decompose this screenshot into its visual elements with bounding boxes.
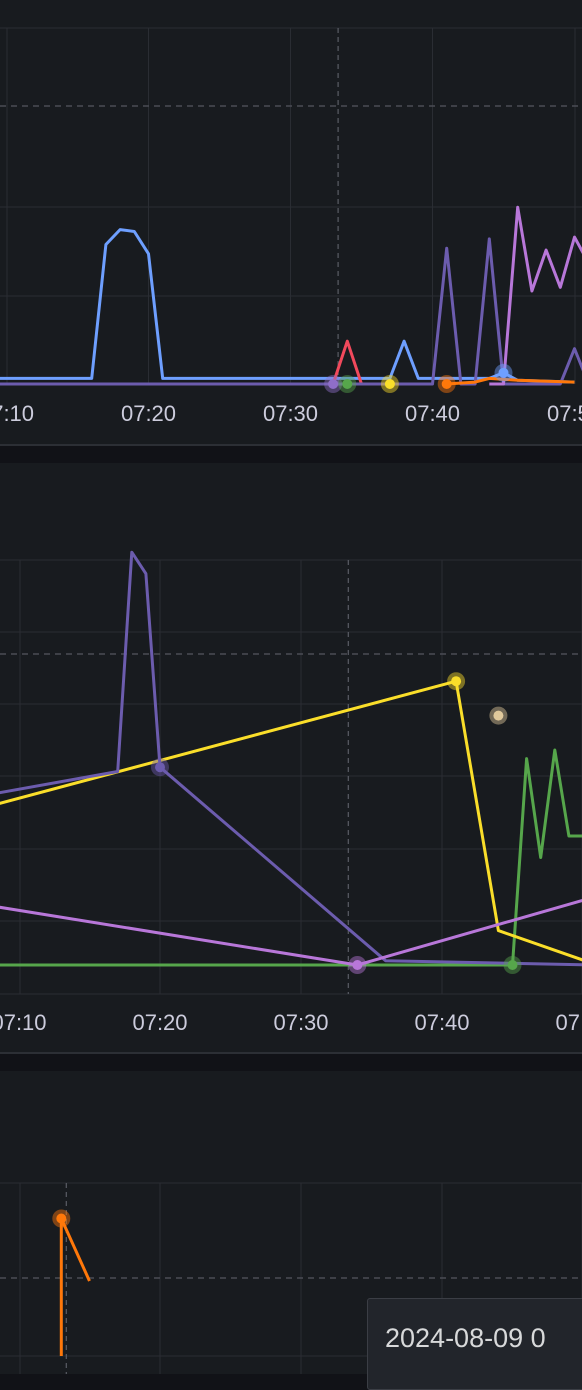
grid bbox=[0, 28, 582, 384]
hover-point bbox=[493, 711, 503, 721]
panel-1: 07:10 07:20 07:30 07:40 07:50 bbox=[0, 0, 582, 446]
series-line-orange bbox=[61, 1219, 89, 1357]
hover-point bbox=[508, 960, 518, 970]
hover-point bbox=[442, 379, 452, 389]
hover-point bbox=[499, 368, 509, 378]
hover-point bbox=[352, 960, 362, 970]
hover-point bbox=[385, 379, 395, 389]
hover-point bbox=[155, 762, 165, 772]
x-tick-label: 07:10 bbox=[0, 401, 34, 426]
chart-1-plot: 07:10 07:20 07:30 07:40 07:50 bbox=[0, 0, 582, 444]
x-tick-label: 07:50 bbox=[555, 1010, 582, 1035]
tooltip-timestamp: 2024-08-09 0 bbox=[385, 1323, 546, 1354]
x-tick-label: 07:30 bbox=[263, 401, 318, 426]
hover-point bbox=[328, 379, 338, 389]
x-tick-label: 07:20 bbox=[132, 1010, 187, 1035]
hover-point bbox=[56, 1214, 66, 1224]
series-line-light_purple bbox=[0, 888, 582, 965]
x-tick-label: 07:30 bbox=[273, 1010, 328, 1035]
x-tick-label: 07:40 bbox=[414, 1010, 469, 1035]
x-tick-label: 07:10 bbox=[0, 1010, 47, 1035]
x-tick-label: 07:20 bbox=[121, 401, 176, 426]
x-tick-label: 07:50 bbox=[547, 401, 582, 426]
x-tick-label: 07:40 bbox=[405, 401, 460, 426]
series-line-green bbox=[0, 750, 582, 965]
hover-point bbox=[451, 676, 461, 686]
hover-point bbox=[342, 379, 352, 389]
panel-2: 07:10 07:20 07:30 07:40 07:50 bbox=[0, 463, 582, 1054]
chart-2-plot: 07:10 07:20 07:30 07:40 07:50 bbox=[0, 463, 582, 1052]
hover-tooltip: 2024-08-09 0 bbox=[367, 1298, 582, 1390]
